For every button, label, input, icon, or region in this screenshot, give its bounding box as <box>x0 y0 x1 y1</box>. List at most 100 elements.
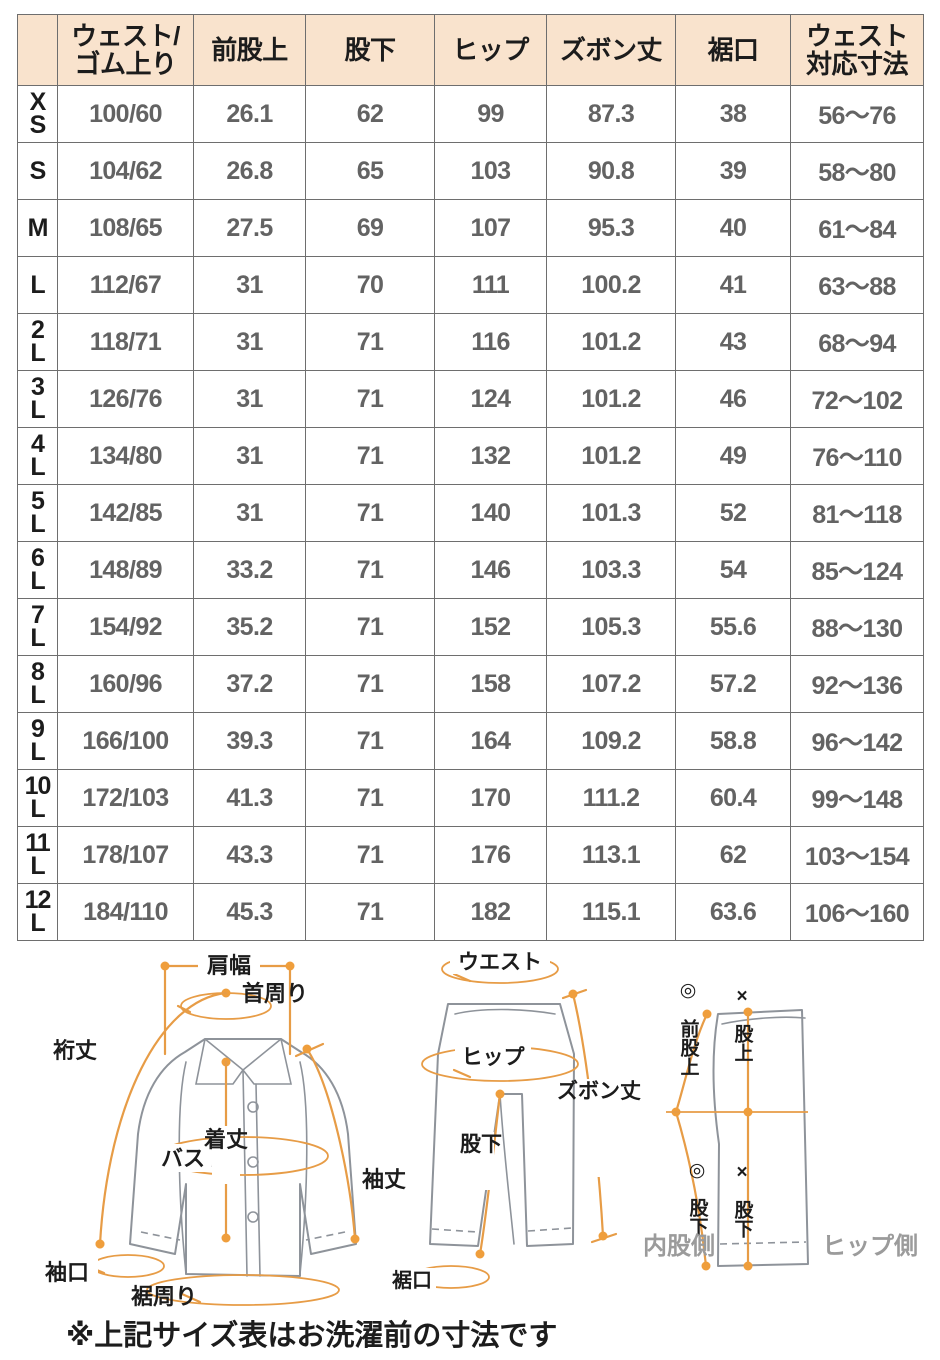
measurement-cell: 76〜110 <box>790 427 924 485</box>
measurement-cell: 62 <box>675 826 791 884</box>
measurement-cell: 27.5 <box>193 199 306 257</box>
measurement-cell: 37.2 <box>193 655 306 713</box>
label-shoulder-width: 肩幅 <box>207 953 251 978</box>
measurement-cell: 31 <box>193 313 306 371</box>
label-hip-side: ヒップ側 <box>822 1233 918 1260</box>
measurement-cell: 132 <box>434 427 547 485</box>
size-label-part: L <box>30 795 45 823</box>
measurement-cell: 71 <box>305 883 435 941</box>
measurement-cell: 166/100 <box>57 712 194 770</box>
measurement-cell: 45.3 <box>193 883 306 941</box>
table-header-row: ウェスト/ ゴム上り 前股上 股下 ヒップ ズボン丈 <box>17 14 924 86</box>
measurement-cell: 152 <box>434 598 547 656</box>
measurement-cell: 58〜80 <box>790 142 924 200</box>
size-label-part: L <box>30 852 45 880</box>
label-sleeve-length: 袖丈 <box>361 1167 406 1192</box>
column-header-hem-opening: 裾口 <box>675 14 791 86</box>
measurement-cell: 43 <box>675 313 791 371</box>
column-header-waist-range: ウェスト 対応寸法 <box>790 14 924 86</box>
measurement-cell: 101.2 <box>546 370 676 428</box>
measurement-cell: 111.2 <box>546 769 676 827</box>
table-row: 3 L 126/76 31 71 124 101.2 46 72〜102 <box>17 370 924 428</box>
measurement-cell: 96〜142 <box>790 712 924 770</box>
label-inseam-straight-mark: × <box>736 1162 747 1183</box>
table-row: S 104/62 26.8 65 103 90.8 39 58〜80 <box>17 142 924 200</box>
label-waist: ウエスト <box>458 951 542 974</box>
label-neck: 首周り <box>242 981 308 1006</box>
label-yuki: 裄丈 <box>53 1038 97 1063</box>
measurement-cell: 99 <box>434 85 547 143</box>
measurement-cell: 54 <box>675 541 791 599</box>
measurement-cell: 178/107 <box>57 826 194 884</box>
measurement-cell: 101.3 <box>546 484 676 542</box>
measurement-cell: 71 <box>305 313 435 371</box>
measurement-cell: 103.3 <box>546 541 676 599</box>
table-row: 7 L 154/92 35.2 71 152 105.3 55.6 88〜130 <box>17 598 924 656</box>
size-label-part: S <box>29 111 47 139</box>
label-rise: 股上 <box>732 1024 755 1062</box>
measurement-cell: 100.2 <box>546 256 676 314</box>
measurement-diagrams: 肩幅 首周り 裄丈 バスト <box>0 944 940 1314</box>
size-label-cell: L <box>17 256 58 314</box>
measurement-cell: 71 <box>305 370 435 428</box>
table-row: L 112/67 31 70 111 100.2 41 63〜88 <box>17 256 924 314</box>
measurement-cell: 87.3 <box>546 85 676 143</box>
size-label-part: 7 <box>31 601 45 629</box>
measurement-cell: 56〜76 <box>790 85 924 143</box>
measurement-cell: 52 <box>675 484 791 542</box>
size-label-part: 11 <box>25 829 50 857</box>
measurement-cell: 116 <box>434 313 547 371</box>
measurement-cell: 71 <box>305 655 435 713</box>
size-label-part: L <box>30 567 45 595</box>
measurement-cell: 72〜102 <box>790 370 924 428</box>
table-row: X S 100/60 26.1 62 99 87.3 38 56〜76 <box>17 85 924 143</box>
measurement-cell: 26.1 <box>193 85 306 143</box>
measurement-cell: 70 <box>305 256 435 314</box>
measurement-cell: 26.8 <box>193 142 306 200</box>
measurement-cell: 85〜124 <box>790 541 924 599</box>
header-line: ウェスト <box>805 20 909 51</box>
measurement-cell: 46 <box>675 370 791 428</box>
label-hem: 裾周り <box>130 1284 197 1309</box>
measurement-cell: 39 <box>675 142 791 200</box>
measurement-cell: 71 <box>305 712 435 770</box>
label-inseam-curve: 股下 <box>687 1198 710 1237</box>
measurement-cell: 71 <box>305 769 435 827</box>
size-label-part: L <box>30 624 45 652</box>
table-row: 12 L 184/110 45.3 71 182 115.1 63.6 106〜160 <box>17 883 924 941</box>
measurement-cell: 172/103 <box>57 769 194 827</box>
label-hip: ヒップ <box>462 1046 526 1069</box>
measurement-cell: 160/96 <box>57 655 194 713</box>
measurement-cell: 71 <box>305 598 435 656</box>
measurement-cell: 71 <box>305 826 435 884</box>
size-label-part: 2 <box>31 316 45 344</box>
measurement-cell: 134/80 <box>57 427 194 485</box>
measurement-cell: 164 <box>434 712 547 770</box>
table-row: 11 L 178/107 43.3 71 176 113.1 62 103〜154 <box>17 826 924 884</box>
measurement-cell: 71 <box>305 427 435 485</box>
table-row: 10 L 172/103 41.3 71 170 111.2 60.4 99〜148 <box>17 769 924 827</box>
column-header-waist-gomu: ウェスト/ ゴム上り <box>57 14 194 86</box>
measurement-cell: 101.2 <box>546 313 676 371</box>
label-front-rise-mark: ◎ <box>680 980 697 1001</box>
header-line: 対応寸法 <box>805 49 909 79</box>
measurement-cell: 55.6 <box>675 598 791 656</box>
size-label-part: L <box>30 453 45 481</box>
measurement-cell: 184/110 <box>57 883 194 941</box>
measurement-cell: 40 <box>675 199 791 257</box>
measurement-cell: 63〜88 <box>790 256 924 314</box>
size-table: ウェスト/ ゴム上り 前股上 股下 ヒップ ズボン丈 <box>17 14 924 941</box>
size-label-part: 9 <box>31 715 45 743</box>
measurement-cell: 31 <box>193 484 306 542</box>
measurement-cell: 33.2 <box>193 541 306 599</box>
measurement-cell: 68〜94 <box>790 313 924 371</box>
measurement-cell: 103 <box>434 142 547 200</box>
measurement-cell: 126/76 <box>57 370 194 428</box>
measurement-cell: 62 <box>305 85 435 143</box>
label-inseam-curve-mark: ◎ <box>689 1160 706 1181</box>
measurement-cell: 109.2 <box>546 712 676 770</box>
measurement-cell: 58.8 <box>675 712 791 770</box>
